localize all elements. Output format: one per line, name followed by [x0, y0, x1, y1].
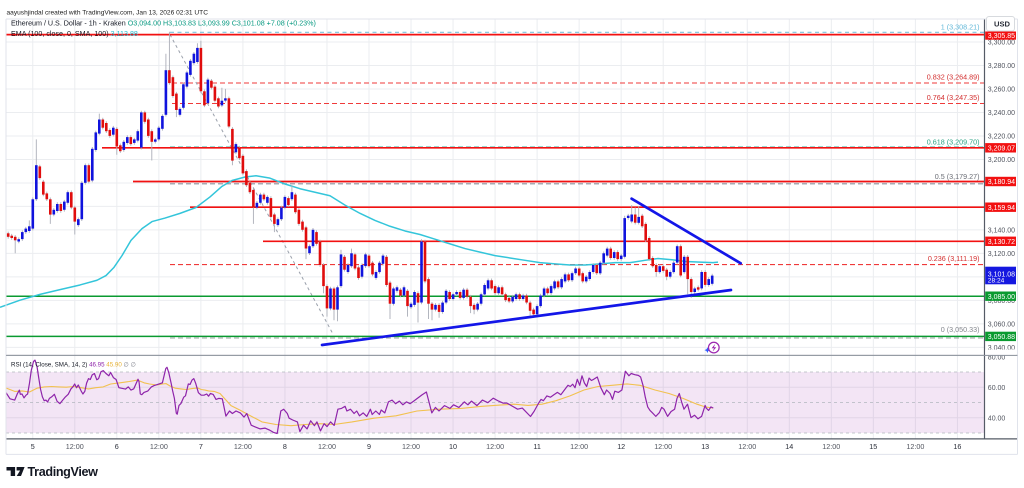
svg-text:12:00: 12:00	[402, 442, 420, 451]
svg-text:12:00: 12:00	[234, 442, 252, 451]
svg-text:Ethereum / U.S. Dollar - 1h -: Ethereum / U.S. Dollar - 1h - Kraken O3,…	[11, 20, 316, 28]
svg-text:3,305.85: 3,305.85	[988, 33, 1015, 40]
svg-text:9: 9	[367, 442, 371, 451]
svg-text:11: 11	[533, 442, 540, 451]
svg-text:13: 13	[701, 442, 709, 451]
svg-text:0.236 (3,111.19): 0.236 (3,111.19)	[928, 254, 980, 263]
svg-text:TradingView: TradingView	[28, 465, 99, 479]
svg-text:3,200.00: 3,200.00	[988, 157, 1015, 164]
svg-text:3,101.08: 3,101.08	[988, 272, 1015, 279]
svg-text:3,209.07: 3,209.07	[988, 145, 1015, 152]
svg-text:3,140.00: 3,140.00	[988, 227, 1015, 234]
svg-text:3,080.00: 3,080.00	[988, 298, 1015, 305]
svg-text:1 (3,308.21): 1 (3,308.21)	[941, 23, 980, 32]
svg-text:8: 8	[283, 442, 287, 451]
svg-text:16: 16	[953, 442, 961, 451]
svg-text:3,120.00: 3,120.00	[988, 251, 1015, 258]
svg-text:12:00: 12:00	[654, 442, 672, 451]
svg-text:RSI (14, Close, SMA, 14, 2) 46: RSI (14, Close, SMA, 14, 2) 46.95 45.90 …	[11, 361, 136, 368]
svg-text:0.5 (3,179.27): 0.5 (3,179.27)	[935, 172, 980, 181]
svg-text:3,220.00: 3,220.00	[988, 134, 1015, 141]
svg-text:0.618 (3,209.70): 0.618 (3,209.70)	[927, 138, 980, 147]
svg-text:0.764 (3,247.35): 0.764 (3,247.35)	[927, 93, 980, 102]
svg-text:12: 12	[617, 442, 625, 451]
svg-text:3,060.00: 3,060.00	[988, 321, 1015, 328]
svg-text:5: 5	[31, 442, 35, 451]
svg-text:USD: USD	[994, 20, 1011, 29]
svg-text:3,130.72: 3,130.72	[988, 239, 1015, 246]
svg-text:60.00: 60.00	[988, 385, 1006, 392]
svg-text:12:00: 12:00	[486, 442, 504, 451]
svg-text:3,300.00: 3,300.00	[988, 40, 1015, 47]
svg-text:7: 7	[199, 442, 203, 451]
svg-text:14: 14	[785, 442, 793, 451]
svg-text:15: 15	[869, 442, 877, 451]
svg-text:12:00: 12:00	[570, 442, 588, 451]
svg-text:12:00: 12:00	[150, 442, 168, 451]
svg-text:3,050.88: 3,050.88	[988, 334, 1015, 341]
svg-text:3,159.94: 3,159.94	[988, 205, 1015, 212]
svg-text:12:00: 12:00	[318, 442, 336, 451]
svg-text:3,260.00: 3,260.00	[988, 87, 1015, 94]
svg-text:3,040.00: 3,040.00	[988, 345, 1015, 352]
svg-text:EMA (100, close, 0, SMA, 100): EMA (100, close, 0, SMA, 100) 3,113.88	[11, 30, 138, 38]
svg-text:0 (3,050.33): 0 (3,050.33)	[941, 325, 980, 334]
svg-text:3,085.00: 3,085.00	[988, 294, 1015, 301]
svg-text:3,180.94: 3,180.94	[988, 179, 1015, 186]
svg-text:3,280.00: 3,280.00	[988, 63, 1015, 70]
svg-text:12:00: 12:00	[906, 442, 924, 451]
svg-text:6: 6	[115, 442, 119, 451]
svg-text:12:00: 12:00	[822, 442, 840, 451]
svg-text:28:24: 28:24	[988, 278, 1005, 285]
svg-text:80.00: 80.00	[988, 355, 1006, 362]
svg-text:12:00: 12:00	[66, 442, 84, 451]
svg-text:12:00: 12:00	[738, 442, 756, 451]
svg-text:0.832 (3,264.89): 0.832 (3,264.89)	[927, 73, 980, 82]
svg-text:40.00: 40.00	[988, 415, 1006, 422]
svg-text:aayushjindal created with Trad: aayushjindal created with TradingView.co…	[7, 10, 209, 17]
svg-text:3,240.00: 3,240.00	[988, 110, 1015, 117]
svg-text:10: 10	[449, 442, 457, 451]
